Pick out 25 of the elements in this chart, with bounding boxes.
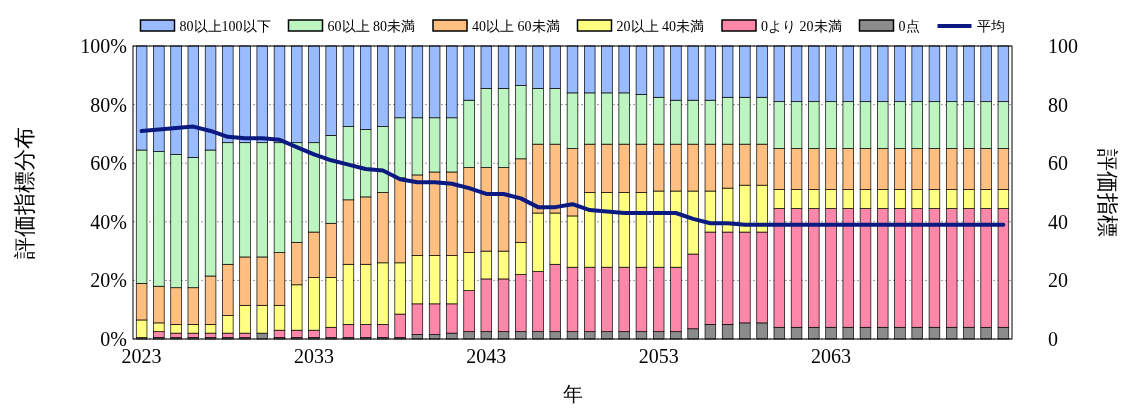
y-tick-label: 60% (90, 152, 127, 175)
legend-label: 0より 20未満 (761, 19, 842, 34)
x-tick-label: 2043 (466, 345, 507, 367)
y2-tick-label: 40 (1048, 210, 1068, 233)
y2-tick-label: 60 (1048, 152, 1068, 175)
legend-label: 平均 (976, 19, 1005, 34)
y2-tick-label: 80 (1048, 93, 1068, 116)
legend-label: 40以上 60未満 (472, 19, 560, 34)
x-axis-title: 年 (562, 383, 583, 405)
x-tick-label: 2053 (638, 345, 679, 367)
legend-label: 0点 (898, 19, 920, 34)
x-tick-label: 2063 (811, 345, 852, 367)
y2-tick-label: 0 (1048, 328, 1058, 350)
legend-label: 60以上 80未満 (327, 19, 415, 34)
y-axis-title: 評価指標分布 (12, 126, 37, 259)
y2-tick-label: 100 (1048, 35, 1078, 57)
y-tick-label: 100% (80, 35, 127, 57)
legend-label: 20以上 40未満 (616, 19, 704, 34)
y-tick-label: 20% (90, 269, 127, 292)
x-tick-label: 2033 (293, 345, 334, 367)
y2-axis-title: 評価指標 (1095, 148, 1120, 237)
y-tick-label: 80% (90, 93, 127, 116)
y2-tick-label: 20 (1048, 269, 1068, 292)
legend-label: 80以上100以下 (179, 19, 271, 34)
y-tick-label: 40% (90, 210, 127, 233)
